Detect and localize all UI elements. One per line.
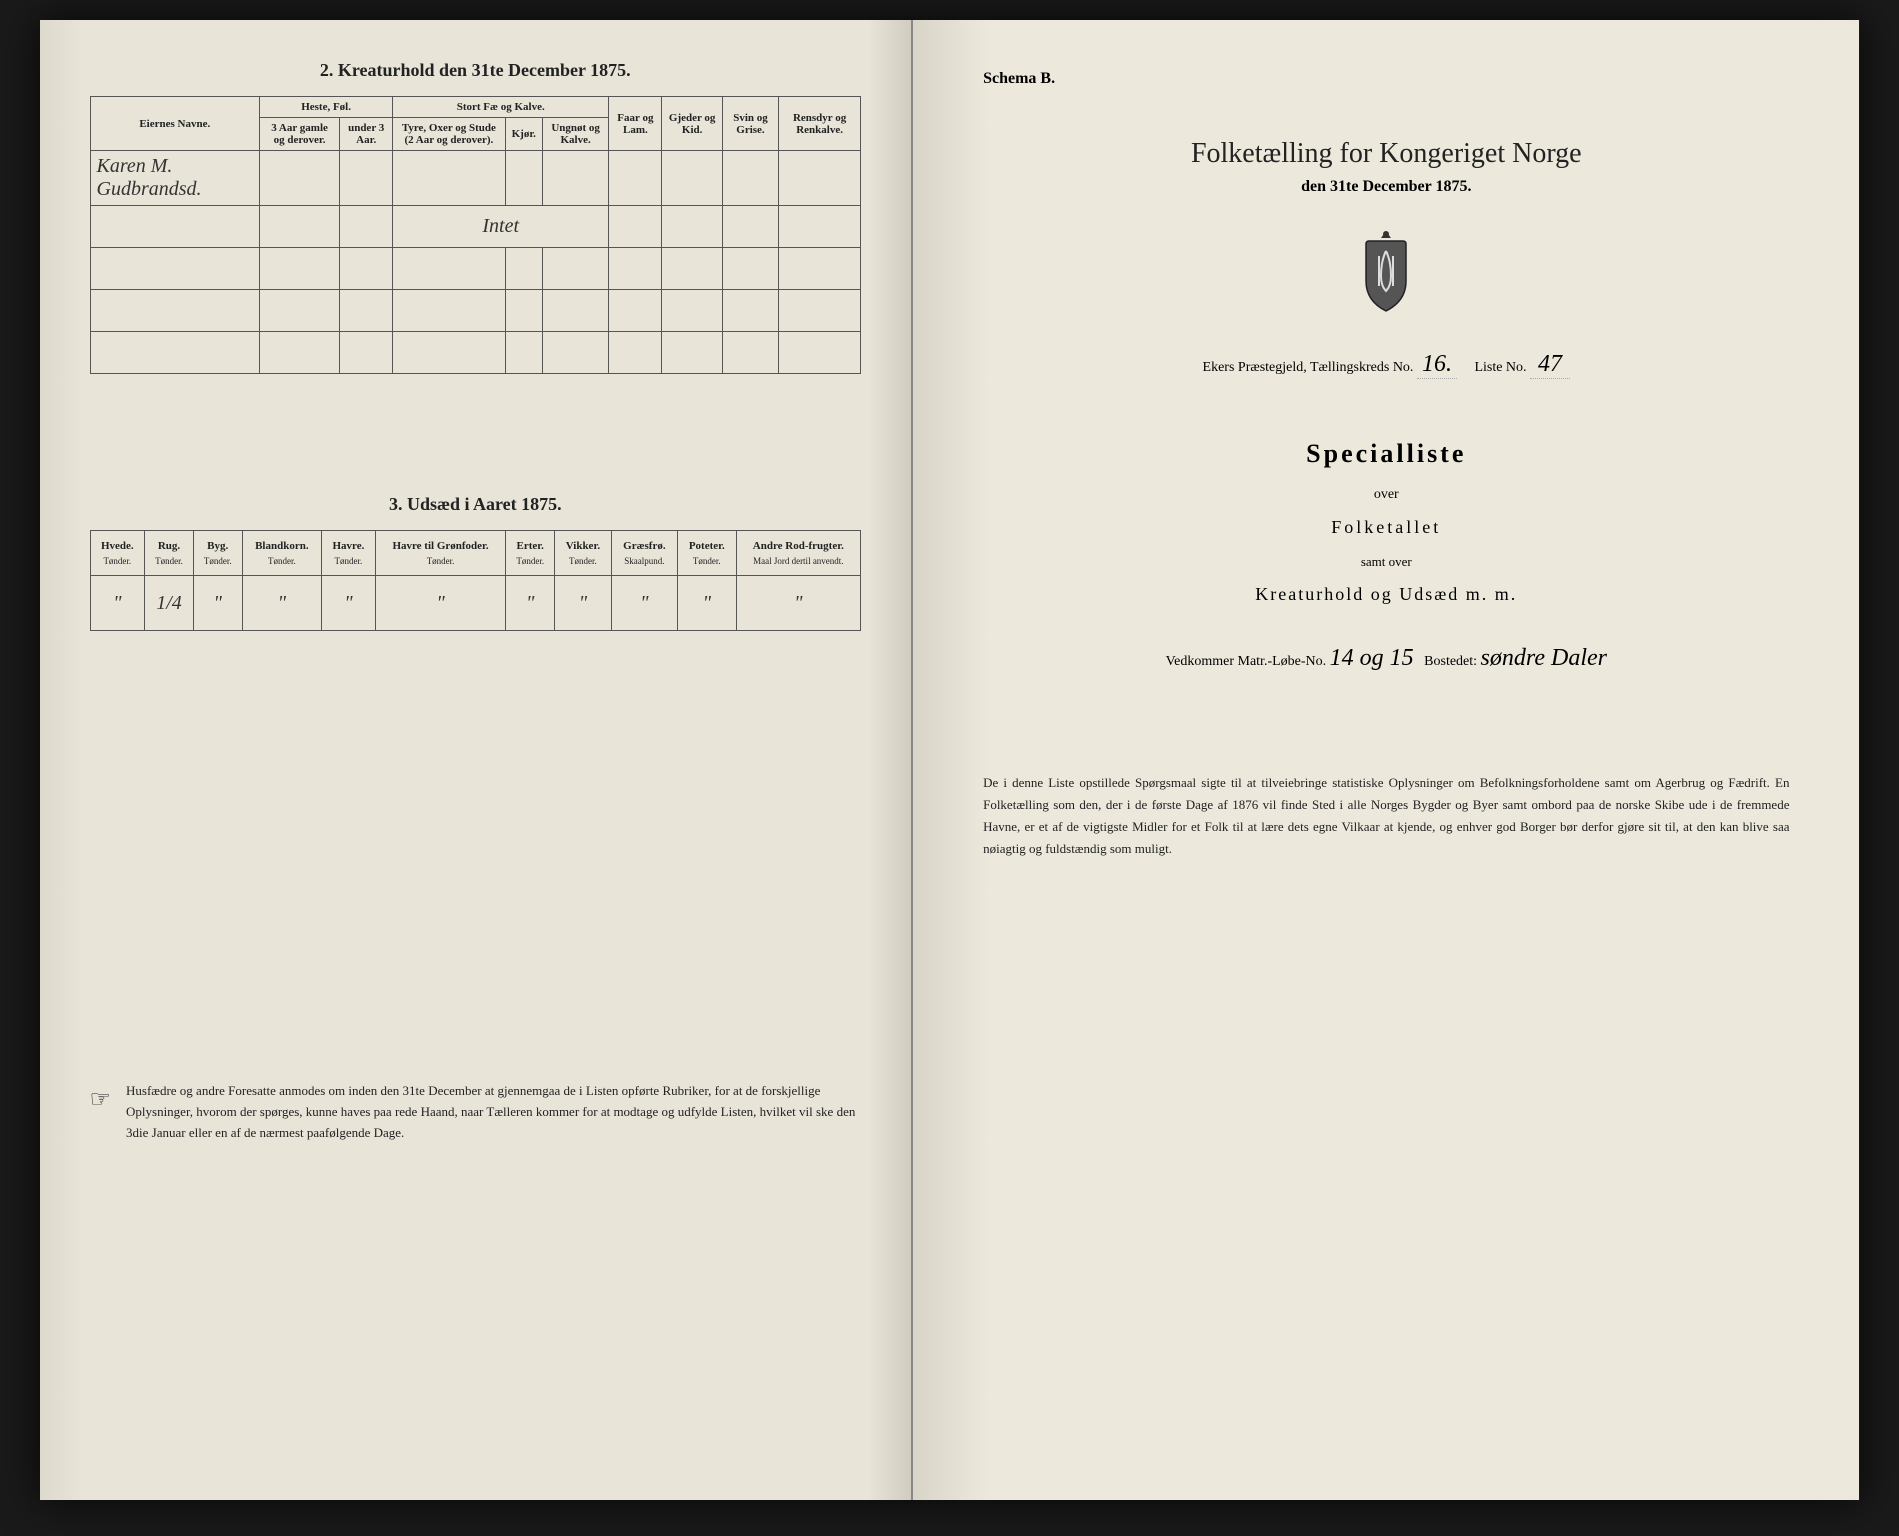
left-page: 2. Kreaturhold den 31te December 1875. E…: [40, 20, 914, 1500]
col-owners: Eiernes Navne.: [90, 97, 260, 151]
samt-label: samt over: [983, 554, 1789, 570]
folketallet-heading: Folketallet: [983, 517, 1789, 538]
census-date: den 31te December 1875.: [983, 178, 1789, 196]
col-stort: Stort Fæ og Kalve.: [393, 97, 609, 118]
col-andre: Andre Rod-frugter.Maal Jord dertil anven…: [736, 531, 861, 576]
table-row: [90, 290, 861, 332]
livestock-table: Eiernes Navne. Heste, Føl. Stort Fæ og K…: [90, 96, 862, 374]
col-havre: Havre.Tønder.: [322, 531, 376, 576]
table-row: [90, 332, 861, 374]
specialliste-heading: Specialliste: [983, 439, 1789, 469]
liste-label: Liste No.: [1474, 360, 1526, 375]
col-stort-1: Tyre, Oxer og Stude (2 Aar og derover).: [393, 118, 505, 151]
col-stort-3: Ungnøt og Kalve.: [542, 118, 608, 151]
col-faar: Faar og Lam.: [609, 97, 662, 151]
col-svin: Svin og Grise.: [722, 97, 778, 151]
census-title: Folketælling for Kongeriget Norge: [983, 138, 1789, 170]
val-rug: 1/4: [145, 576, 194, 631]
vedkommer-line: Vedkommer Matr.-Løbe-No. 14 og 15 Bosted…: [983, 645, 1789, 672]
val-hvede: ": [90, 576, 145, 631]
col-rug: Rug.Tønder.: [145, 531, 194, 576]
kreds-no: 16.: [1417, 351, 1457, 379]
coat-of-arms-icon: [983, 226, 1789, 321]
table-row: Intet: [90, 206, 861, 248]
liste-no: 47: [1530, 351, 1570, 379]
schema-label: Schema B.: [983, 70, 1789, 88]
book-spread: 2. Kreaturhold den 31te December 1875. E…: [40, 20, 1860, 1500]
col-blandkorn: Blandkorn.Tønder.: [242, 531, 322, 576]
col-graesfro: Græsfrø.Skaalpund.: [611, 531, 677, 576]
table-row: Karen M. Gudbrandsd.: [90, 151, 861, 206]
val-havre-gron: ": [375, 576, 506, 631]
right-footnote: De i denne Liste opstillede Spørgsmaal s…: [983, 772, 1789, 860]
val-blandkorn: ": [242, 576, 322, 631]
parish-prefix: Ekers Præstegjeld, Tællingskreds No.: [1203, 360, 1414, 375]
seed-table: Hvede.Tønder. Rug.Tønder. Byg.Tønder. Bl…: [90, 530, 862, 631]
col-vikker: Vikker.Tønder.: [555, 531, 612, 576]
val-erter: ": [506, 576, 555, 631]
val-vikker: ": [555, 576, 612, 631]
val-andre: ": [736, 576, 861, 631]
owner-name: Karen M. Gudbrandsd.: [90, 151, 260, 206]
table-row: [90, 248, 861, 290]
seed-data-row: " 1/4 " " " " " " " " ": [90, 576, 861, 631]
section-2-title: 2. Kreaturhold den 31te December 1875.: [90, 60, 862, 81]
seed-header-row: Hvede.Tønder. Rug.Tønder. Byg.Tønder. Bl…: [90, 531, 861, 576]
val-havre: ": [322, 576, 376, 631]
col-stort-2: Kjør.: [505, 118, 542, 151]
col-hvede: Hvede.Tønder.: [90, 531, 145, 576]
val-graesfro: ": [611, 576, 677, 631]
right-page: Schema B. Folketælling for Kongeriget No…: [913, 20, 1859, 1500]
col-rensdyr: Rensdyr og Renkalve.: [779, 97, 861, 151]
col-heste-1: 3 Aar gamle og derover.: [260, 118, 340, 151]
col-heste: Heste, Føl.: [260, 97, 393, 118]
col-erter: Erter.Tønder.: [506, 531, 555, 576]
kreatur-heading: Kreaturhold og Udsæd m. m.: [983, 584, 1789, 605]
parish-line: Ekers Præstegjeld, Tællingskreds No. 16.…: [983, 351, 1789, 379]
col-havre-gron: Havre til Grønfoder.Tønder.: [375, 531, 506, 576]
val-poteter: ": [678, 576, 737, 631]
col-heste-2: under 3 Aar.: [340, 118, 393, 151]
matr-no: 14 og 15: [1330, 645, 1414, 671]
section-3-title: 3. Udsæd i Aaret 1875.: [90, 494, 862, 515]
over-label: over: [983, 487, 1789, 503]
left-footnote: ☞ Husfædre og andre Foresatte anmodes om…: [90, 1081, 862, 1143]
bostedet-value: søndre Daler: [1481, 645, 1607, 671]
val-byg: ": [193, 576, 242, 631]
vedkommer-label: Vedkommer Matr.-Løbe-No.: [1166, 654, 1327, 669]
col-byg: Byg.Tønder.: [193, 531, 242, 576]
note-intet: Intet: [393, 206, 609, 248]
col-gjeder: Gjeder og Kid.: [662, 97, 722, 151]
footnote-text: Husfædre og andre Foresatte anmodes om i…: [126, 1081, 861, 1143]
bostedet-label: Bostedet:: [1424, 654, 1477, 669]
pointing-hand-icon: ☞: [90, 1081, 112, 1143]
col-poteter: Poteter.Tønder.: [678, 531, 737, 576]
